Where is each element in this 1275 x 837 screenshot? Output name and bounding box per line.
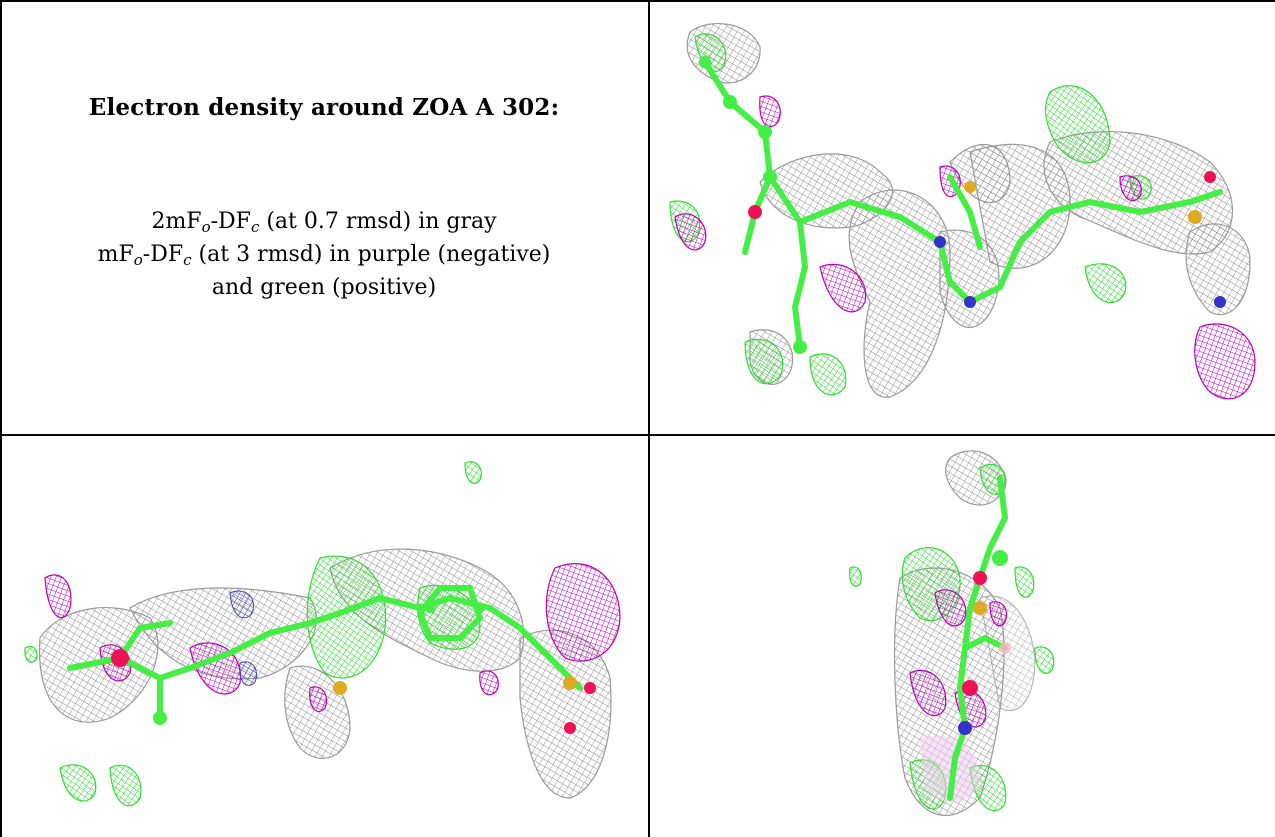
view-bottom-left: [0, 438, 648, 837]
table-top-border: [0, 0, 1275, 2]
caption-line-1: 2mFo-DFc (at 0.7 rmsd) in gray: [151, 209, 497, 236]
view-top-right: [650, 2, 1275, 434]
molecule-density-view-icon: [669, 23, 1256, 400]
caption-cell: Electron density around ZOA A 302: 2mFo-…: [2, 2, 646, 434]
molecule-density-view-icon: [24, 461, 621, 807]
caption-body: 2mFo-DFc (at 0.7 rmsd) in gray mFo-DFc (…: [2, 205, 646, 304]
caption-line-3: and green (positive): [211, 275, 437, 300]
caption-line-2: mFo-DFc (at 3 rmsd) in purple (negative): [97, 242, 551, 269]
table-left-border: [0, 0, 2, 837]
table-center-divider: [648, 0, 650, 837]
view-bottom-right: [650, 438, 1275, 837]
caption-title: Electron density around ZOA A 302:: [88, 94, 560, 121]
table-middle-border: [0, 434, 1275, 436]
molecule-density-view-icon: [849, 450, 1055, 816]
